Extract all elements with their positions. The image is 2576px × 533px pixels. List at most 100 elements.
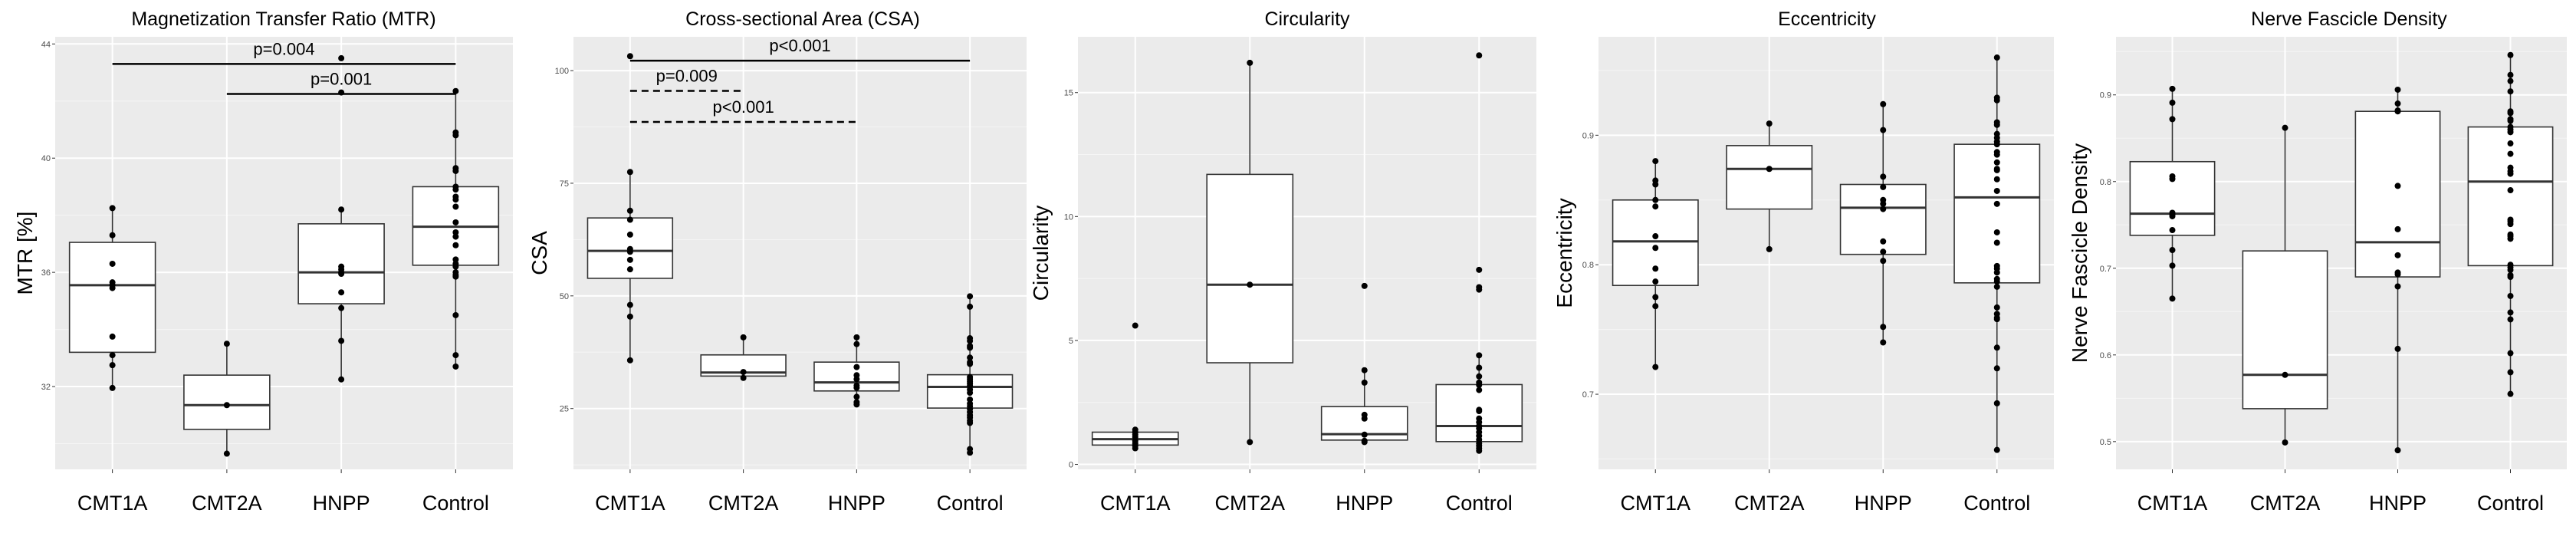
data-point [740,334,747,341]
data-point [1993,283,2000,290]
data-point [2169,295,2176,302]
p-value-label: p<0.001 [713,97,774,117]
data-point [1132,322,1138,329]
data-point [2394,225,2401,232]
data-point [1993,239,2000,246]
data-point [1652,196,1659,203]
data-point [109,384,116,391]
data-point [2394,283,2401,290]
data-point [2282,124,2288,131]
data-point [967,293,974,300]
data-point [338,270,345,277]
x-tick-label: CMT1A [2137,492,2208,515]
panel-3: 0 5 10 15 CMT1A CMT2A HNPP Control Circularity Ci… [1029,8,1536,515]
data-point [338,289,345,296]
data-point [1993,141,2000,148]
data-point [1993,316,2000,323]
y-tick-label: 0.5 [2100,438,2111,447]
data-point [452,233,459,240]
y-tick-label: 0.8 [1582,261,1594,270]
y-tick-label: 50 [560,292,569,301]
data-point [967,449,974,456]
iqr-box [2242,250,2328,410]
data-point [2507,221,2514,228]
chart-title: Eccentricity [1778,8,1876,30]
data-point [2169,99,2176,106]
data-point [2169,227,2176,234]
data-point [967,360,974,367]
data-point [452,273,459,280]
iqr-box [1612,199,1699,287]
data-point [452,352,459,359]
data-point [1766,120,1773,127]
y-tick-label: 100 [555,67,569,76]
data-point [2507,77,2514,84]
data-point [1880,127,1887,133]
data-point [2282,371,2288,378]
data-point [1993,54,2000,61]
y-axis-label: Circularity [1029,206,1053,301]
data-point [626,169,633,176]
data-point [1247,59,1254,66]
data-point [2394,100,2401,107]
data-point [1652,294,1659,301]
x-tick-label: HNPP [2369,492,2426,515]
data-point [2394,345,2401,352]
data-point [109,260,116,267]
data-point [2507,267,2514,274]
data-point [1880,238,1887,245]
data-point [853,341,860,347]
data-point [626,266,633,273]
data-point [1652,364,1659,370]
box-cmt2a [1206,62,1294,443]
data-point [1476,373,1483,380]
x-tick-label: CMT1A [1100,492,1171,515]
data-point [1652,158,1659,165]
p-value-label: p<0.001 [769,36,830,55]
data-point [2507,140,2514,147]
panel-1: 32 36 40 44 CMT1A CMT2A HNPP Control p=0.004 p=0.… [13,8,513,515]
data-point [1880,258,1887,265]
data-point [2394,447,2401,454]
data-point [2507,292,2514,299]
data-point [2169,116,2176,123]
data-point [2169,247,2176,254]
data-point [626,216,633,223]
data-point [2507,235,2514,242]
p-value-label: p=0.009 [656,67,718,86]
x-tick-label: CMT2A [1214,492,1285,515]
data-point [223,341,230,347]
data-point [1361,379,1368,386]
data-point [2507,150,2514,157]
data-point [452,256,459,263]
x-tick-label: CMT2A [2250,492,2321,515]
data-point [2507,170,2514,177]
data-point [452,363,459,370]
data-point [1993,176,2000,183]
data-point [853,393,860,400]
data-point [1993,97,2000,104]
data-point [2394,271,2401,278]
data-point [1361,282,1368,289]
y-tick-label: 10 [1064,212,1073,222]
y-tick-label: 0.7 [1582,390,1594,400]
data-point [1880,100,1887,107]
data-point [967,344,974,351]
chart-title: Nerve Fascicle Density [2251,8,2447,30]
y-tick-label: 0.9 [1582,131,1594,140]
data-point [1766,166,1773,173]
panel-4: 0.7 0.8 0.9 CMT1A CMT2A HNPP Control Eccentrici… [1552,8,2054,515]
data-point [1766,245,1773,252]
data-point [2394,183,2401,189]
data-point [452,242,459,248]
data-point [452,219,459,225]
data-point [109,362,116,369]
data-point [338,304,345,311]
data-point [1361,367,1368,373]
x-tick-label: HNPP [1855,492,1912,515]
y-tick-label: 75 [560,179,569,189]
data-point [626,256,633,263]
y-tick-label: 0.6 [2100,351,2111,360]
data-point [2169,262,2176,269]
data-point [338,376,345,383]
